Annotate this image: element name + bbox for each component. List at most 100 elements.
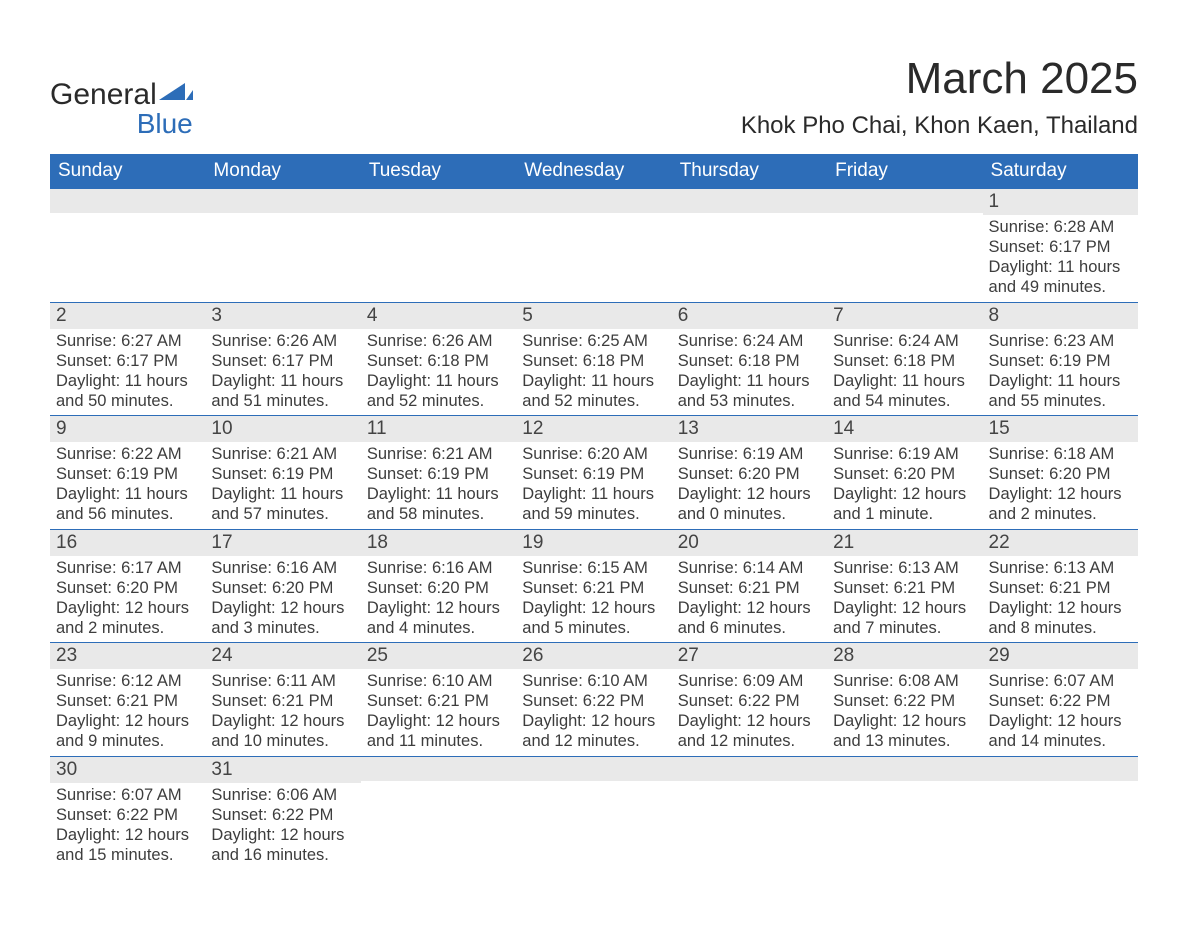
day-number: 21 [827,530,982,556]
daylight-line: Daylight: 12 hours and 12 minutes. [522,711,665,751]
weekday-header: Wednesday [516,154,671,189]
day-data: Sunrise: 6:18 AMSunset: 6:20 PMDaylight:… [983,442,1138,529]
daylight-line: Daylight: 11 hours and 55 minutes. [989,371,1132,411]
day-data: Sunrise: 6:27 AMSunset: 6:17 PMDaylight:… [50,329,205,416]
day-data: Sunrise: 6:25 AMSunset: 6:18 PMDaylight:… [516,329,671,416]
sunrise-line: Sunrise: 6:15 AM [522,558,665,578]
day-number [983,757,1138,781]
day-number: 30 [50,757,205,783]
sunrise-line: Sunrise: 6:10 AM [522,671,665,691]
day-cell: 19Sunrise: 6:15 AMSunset: 6:21 PMDayligh… [516,529,671,643]
sunrise-line: Sunrise: 6:13 AM [989,558,1132,578]
daylight-line: Daylight: 11 hours and 51 minutes. [211,371,354,411]
weekday-header: Monday [205,154,360,189]
day-data: Sunrise: 6:07 AMSunset: 6:22 PMDaylight:… [50,783,205,870]
day-cell: 2Sunrise: 6:27 AMSunset: 6:17 PMDaylight… [50,302,205,416]
daylight-line: Daylight: 11 hours and 50 minutes. [56,371,199,411]
week-row: 9Sunrise: 6:22 AMSunset: 6:19 PMDaylight… [50,416,1138,530]
sunrise-line: Sunrise: 6:21 AM [367,444,510,464]
day-number: 28 [827,643,982,669]
day-data: Sunrise: 6:23 AMSunset: 6:19 PMDaylight:… [983,329,1138,416]
daylight-line: Daylight: 12 hours and 15 minutes. [56,825,199,865]
sunset-line: Sunset: 6:18 PM [522,351,665,371]
sunset-line: Sunset: 6:19 PM [56,464,199,484]
sunset-line: Sunset: 6:21 PM [367,691,510,711]
day-data: Sunrise: 6:13 AMSunset: 6:21 PMDaylight:… [983,556,1138,643]
day-data [672,781,827,865]
day-number: 29 [983,643,1138,669]
daylight-line: Daylight: 12 hours and 7 minutes. [833,598,976,638]
day-data [983,781,1138,865]
day-number: 6 [672,303,827,329]
logo: General Blue [50,54,193,140]
day-data [516,213,671,297]
day-cell: 13Sunrise: 6:19 AMSunset: 6:20 PMDayligh… [672,416,827,530]
day-number: 22 [983,530,1138,556]
empty-cell [361,756,516,869]
day-number: 14 [827,416,982,442]
day-number: 19 [516,530,671,556]
day-data: Sunrise: 6:10 AMSunset: 6:21 PMDaylight:… [361,669,516,756]
sunrise-line: Sunrise: 6:23 AM [989,331,1132,351]
sunrise-line: Sunrise: 6:12 AM [56,671,199,691]
day-number [50,189,205,213]
daylight-line: Daylight: 11 hours and 57 minutes. [211,484,354,524]
day-data: Sunrise: 6:10 AMSunset: 6:22 PMDaylight:… [516,669,671,756]
sunset-line: Sunset: 6:21 PM [989,578,1132,598]
week-row: 16Sunrise: 6:17 AMSunset: 6:20 PMDayligh… [50,529,1138,643]
sunset-line: Sunset: 6:21 PM [833,578,976,598]
day-number: 1 [983,189,1138,215]
day-data: Sunrise: 6:26 AMSunset: 6:18 PMDaylight:… [361,329,516,416]
daylight-line: Daylight: 12 hours and 5 minutes. [522,598,665,638]
daylight-line: Daylight: 12 hours and 11 minutes. [367,711,510,751]
empty-cell [983,756,1138,869]
day-number: 10 [205,416,360,442]
sunrise-line: Sunrise: 6:19 AM [833,444,976,464]
daylight-line: Daylight: 12 hours and 3 minutes. [211,598,354,638]
day-cell: 23Sunrise: 6:12 AMSunset: 6:21 PMDayligh… [50,643,205,757]
logo-word-blue: Blue [136,108,193,140]
sunrise-line: Sunrise: 6:07 AM [989,671,1132,691]
sunrise-line: Sunrise: 6:11 AM [211,671,354,691]
logo-word-general: General [50,80,157,110]
day-number: 17 [205,530,360,556]
daylight-line: Daylight: 11 hours and 52 minutes. [367,371,510,411]
day-data [516,781,671,865]
day-data: Sunrise: 6:24 AMSunset: 6:18 PMDaylight:… [672,329,827,416]
day-cell: 17Sunrise: 6:16 AMSunset: 6:20 PMDayligh… [205,529,360,643]
day-number: 9 [50,416,205,442]
sunrise-line: Sunrise: 6:26 AM [367,331,510,351]
sunrise-line: Sunrise: 6:19 AM [678,444,821,464]
daylight-line: Daylight: 11 hours and 56 minutes. [56,484,199,524]
day-cell: 26Sunrise: 6:10 AMSunset: 6:22 PMDayligh… [516,643,671,757]
daylight-line: Daylight: 12 hours and 1 minute. [833,484,976,524]
sunrise-line: Sunrise: 6:28 AM [989,217,1132,237]
day-number [827,189,982,213]
daylight-line: Daylight: 12 hours and 12 minutes. [678,711,821,751]
week-row: 2Sunrise: 6:27 AMSunset: 6:17 PMDaylight… [50,302,1138,416]
day-cell: 28Sunrise: 6:08 AMSunset: 6:22 PMDayligh… [827,643,982,757]
empty-cell [516,189,671,302]
sunset-line: Sunset: 6:20 PM [989,464,1132,484]
day-data: Sunrise: 6:24 AMSunset: 6:18 PMDaylight:… [827,329,982,416]
empty-cell [672,189,827,302]
day-number: 16 [50,530,205,556]
day-number: 13 [672,416,827,442]
empty-cell [50,189,205,302]
daylight-line: Daylight: 12 hours and 16 minutes. [211,825,354,865]
day-number [672,189,827,213]
week-row: 1Sunrise: 6:28 AMSunset: 6:17 PMDaylight… [50,189,1138,302]
weekday-header: Saturday [983,154,1138,189]
daylight-line: Daylight: 12 hours and 14 minutes. [989,711,1132,751]
daylight-line: Daylight: 12 hours and 6 minutes. [678,598,821,638]
day-data: Sunrise: 6:08 AMSunset: 6:22 PMDaylight:… [827,669,982,756]
day-number [672,757,827,781]
day-number: 12 [516,416,671,442]
day-data: Sunrise: 6:13 AMSunset: 6:21 PMDaylight:… [827,556,982,643]
empty-cell [205,189,360,302]
day-cell: 30Sunrise: 6:07 AMSunset: 6:22 PMDayligh… [50,756,205,869]
day-cell: 9Sunrise: 6:22 AMSunset: 6:19 PMDaylight… [50,416,205,530]
sunrise-line: Sunrise: 6:16 AM [367,558,510,578]
location-text: Khok Pho Chai, Khon Kaen, Thailand [741,112,1138,140]
sunrise-line: Sunrise: 6:17 AM [56,558,199,578]
